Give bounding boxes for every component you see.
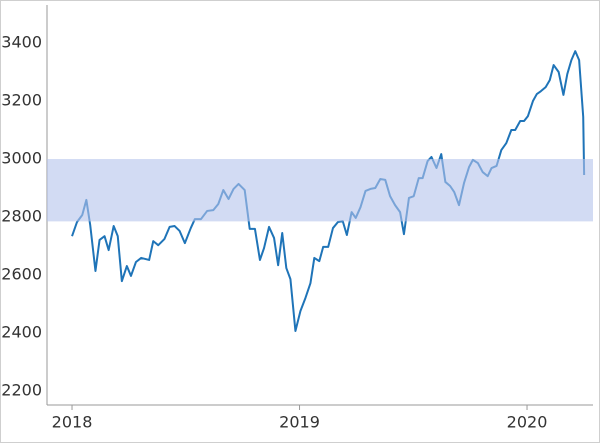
x-tick-label: 2020 (507, 413, 548, 432)
band (47, 159, 593, 222)
y-tick-label: 3200 (1, 91, 42, 110)
y-tick-label: 2800 (1, 207, 42, 226)
y-tick-label: 2200 (1, 381, 42, 400)
x-tick-label: 2019 (279, 413, 320, 432)
x-tick-label: 2018 (52, 413, 93, 432)
y-tick-label: 3400 (1, 32, 42, 51)
y-tick-label: 2400 (1, 323, 42, 342)
y-tick-label: 2600 (1, 265, 42, 284)
y-tick-label: 3000 (1, 149, 42, 168)
line (71, 50, 586, 333)
